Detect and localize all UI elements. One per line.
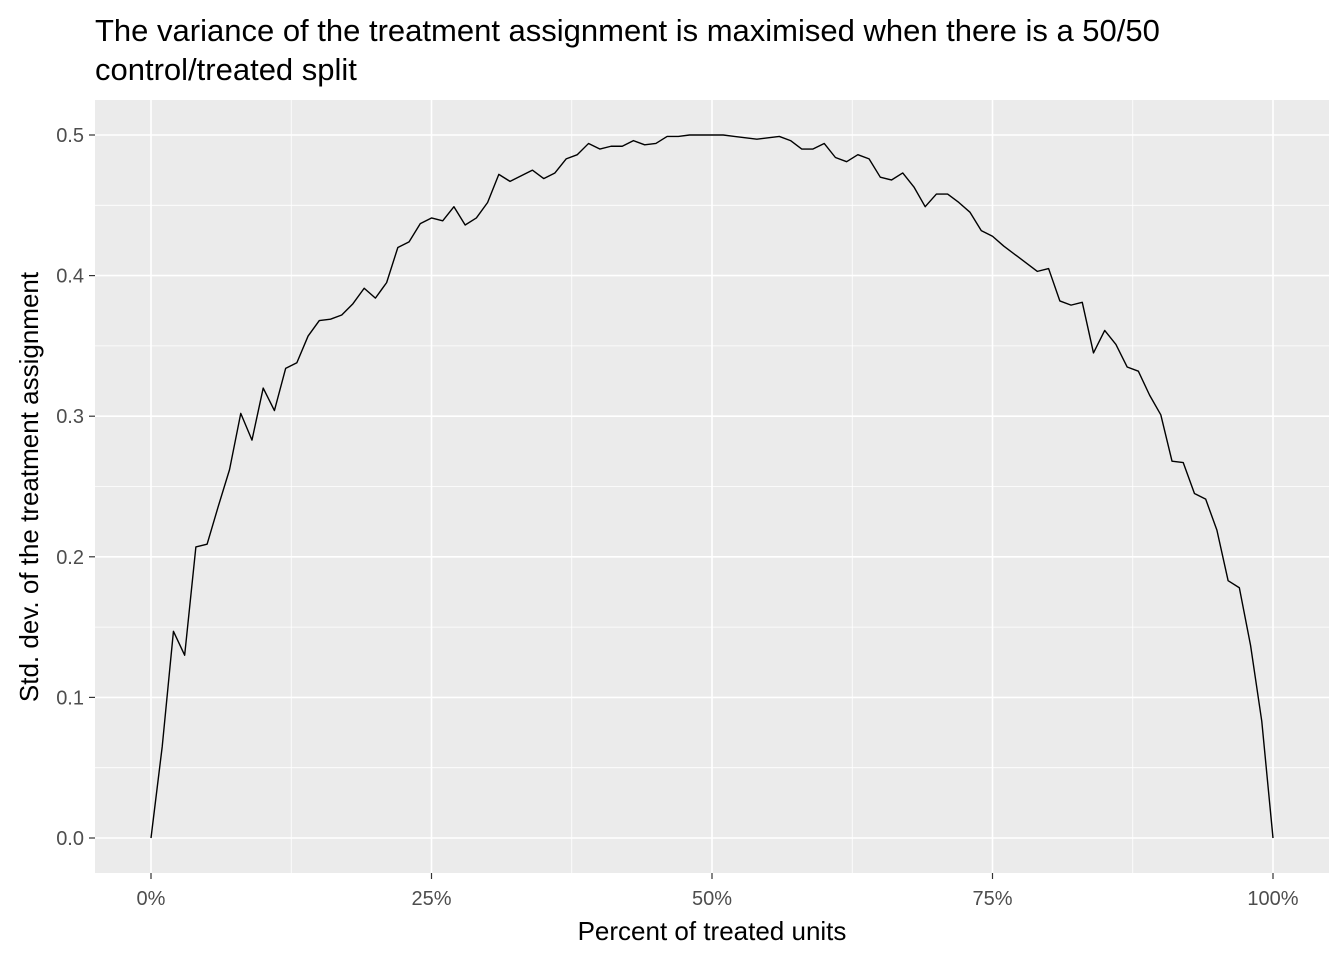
y-tick-label: 0.1	[56, 687, 84, 709]
x-axis-title: Percent of treated units	[578, 916, 847, 946]
y-tick-label: 0.5	[56, 125, 84, 147]
series-line	[150, 134, 1274, 839]
y-tick-label: 0.3	[56, 406, 84, 428]
x-tick-label: 0%	[137, 888, 166, 910]
x-tick-label: 100%	[1247, 888, 1298, 910]
y-axis-tick-labels: 0.0 0.1 0.2 0.3 0.4 0.5	[56, 125, 84, 850]
major-gridlines	[95, 100, 1329, 873]
y-tick-label: 0.0	[56, 828, 84, 850]
x-tick-label: 25%	[411, 888, 451, 910]
y-axis-ticks	[89, 134, 95, 839]
chart-title: The variance of the treatment assignment…	[95, 13, 1160, 48]
x-axis-ticks	[150, 873, 1274, 879]
x-tick-label: 75%	[972, 888, 1012, 910]
y-axis-title: Std. dev. of the treatment assignment	[14, 271, 44, 702]
x-axis-tick-labels: 0% 25% 50% 75% 100%	[137, 888, 1299, 910]
y-tick-label: 0.4	[56, 266, 84, 288]
y-tick-label: 0.2	[56, 547, 84, 569]
chart-title-line2: control/treated split	[95, 52, 357, 87]
x-tick-label: 50%	[692, 888, 732, 910]
